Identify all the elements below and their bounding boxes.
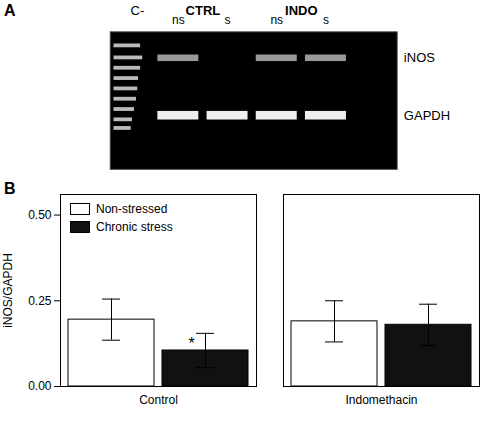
svg-text:Indomethacin: Indomethacin <box>345 393 417 407</box>
svg-text:s: s <box>323 13 329 27</box>
svg-text:Control: Control <box>139 393 178 407</box>
svg-text:CTRL: CTRL <box>186 3 221 18</box>
svg-text:GAPDH: GAPDH <box>404 108 450 123</box>
svg-text:0.25: 0.25 <box>28 294 52 308</box>
html-text:A: A <box>4 2 16 19</box>
svg-text:iNOS: iNOS <box>404 50 435 65</box>
html-text:Non-stressed: Non-stressed <box>96 202 168 216</box>
html-text:B: B <box>4 180 16 197</box>
svg-text:C-: C- <box>130 3 144 18</box>
svg-text:s: s <box>225 13 231 27</box>
svg-text:INDO: INDO <box>285 3 318 18</box>
svg-text:iNOS/GAPDH: iNOS/GAPDH <box>1 253 15 328</box>
svg-text:0.00: 0.00 <box>28 379 52 393</box>
svg-text:0.50: 0.50 <box>28 208 52 222</box>
svg-text:*: * <box>188 335 194 352</box>
svg-text:ns: ns <box>270 13 283 27</box>
svg-text:ns: ns <box>172 13 185 27</box>
html-text:Chronic stress: Chronic stress <box>96 220 173 234</box>
